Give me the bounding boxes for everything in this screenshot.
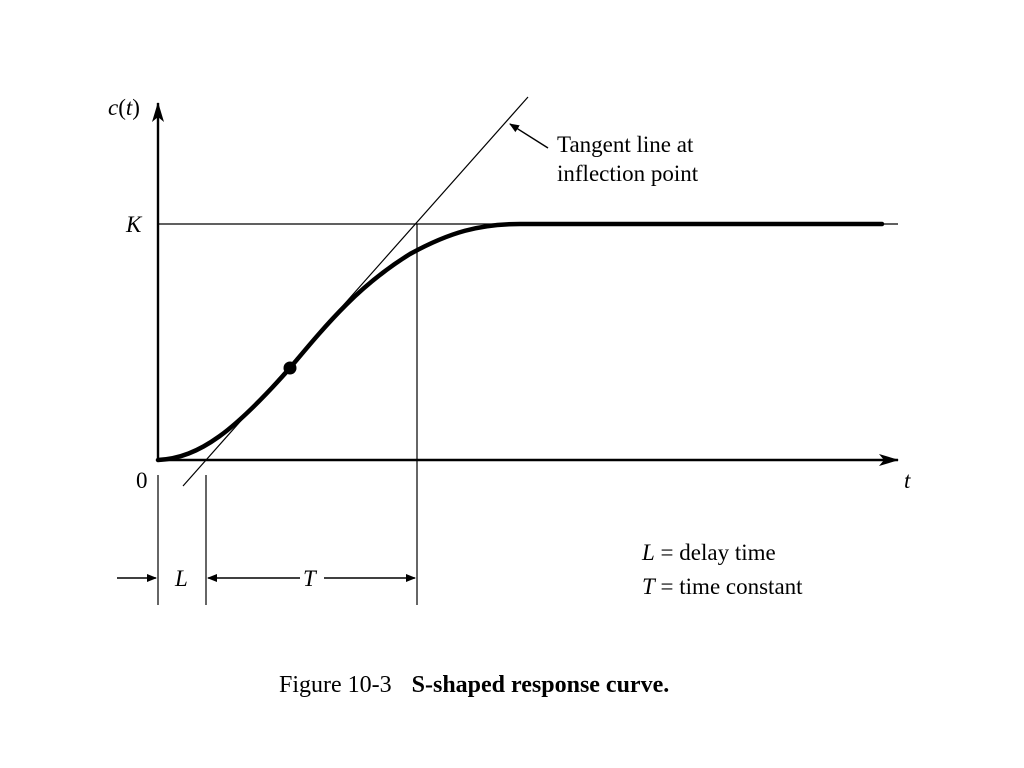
tangent-annotation: Tangent line at inflection point <box>557 132 699 186</box>
response-curve <box>155 221 885 463</box>
t-dimension-label: T <box>303 566 318 591</box>
figure-caption: Figure 10-3 S-shaped response curve. <box>279 672 669 698</box>
tangent-annotation-line-2: inflection point <box>557 161 699 186</box>
k-label: K <box>125 212 143 237</box>
inflection-point <box>283 361 297 375</box>
y-axis-label: c(t) <box>108 95 140 120</box>
l-dimension-label: L <box>174 566 188 591</box>
tangent-pointer-arrow <box>509 123 549 149</box>
x-axis-label: t <box>904 468 911 493</box>
tangent-annotation-line-1: Tangent line at <box>557 132 694 157</box>
figure-title: S-shaped response curve. <box>412 672 670 698</box>
origin-label: 0 <box>136 468 148 493</box>
tangent-line <box>182 96 529 487</box>
legend-t: T = time constant <box>642 574 803 599</box>
legend-l: L = delay time <box>641 540 776 565</box>
figure-number: Figure 10-3 <box>279 672 392 698</box>
